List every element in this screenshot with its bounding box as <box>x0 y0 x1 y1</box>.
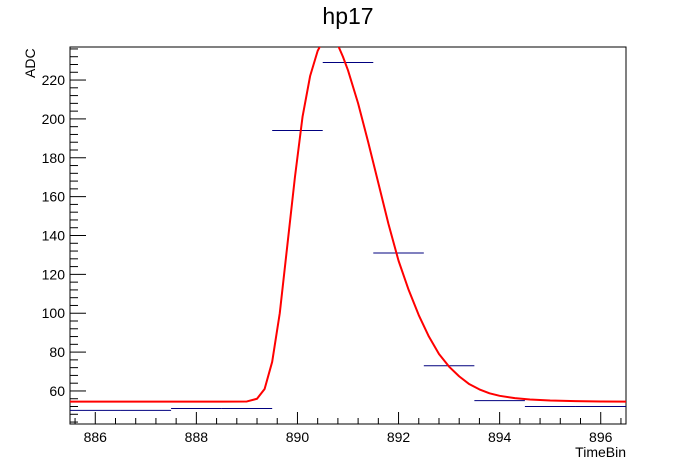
plot-area <box>69 46 627 425</box>
y-axis: 60 80 100 120 140 160 180 200 220 <box>42 48 86 423</box>
x-tick-label: 896 <box>589 429 613 445</box>
fit-series <box>70 47 626 403</box>
plot-frame <box>69 46 627 425</box>
y-tick-label: 160 <box>42 189 66 205</box>
x-tick-label: 892 <box>387 429 411 445</box>
y-tick-label: 120 <box>42 266 66 282</box>
x-axis: 886 888 890 892 894 896 <box>74 412 622 445</box>
y-tick-label: 140 <box>42 228 66 244</box>
chart-title: hp17 <box>322 3 373 29</box>
x-tick-label: 890 <box>286 429 310 445</box>
y-axis-label: ADC <box>22 48 38 78</box>
y-tick-label: 200 <box>42 111 66 127</box>
y-tick-label: 180 <box>42 150 66 166</box>
x-axis-label: TimeBin <box>575 444 626 460</box>
histogram-series <box>70 62 626 411</box>
x-tick-label: 894 <box>488 429 512 445</box>
y-tick-label: 60 <box>49 383 65 399</box>
fit-line <box>70 47 626 403</box>
x-tick-label: 886 <box>84 429 108 445</box>
y-tick-label: 220 <box>42 72 66 88</box>
x-tick-label: 888 <box>185 429 209 445</box>
y-tick-label: 100 <box>42 305 66 321</box>
y-tick-label: 80 <box>49 344 65 360</box>
